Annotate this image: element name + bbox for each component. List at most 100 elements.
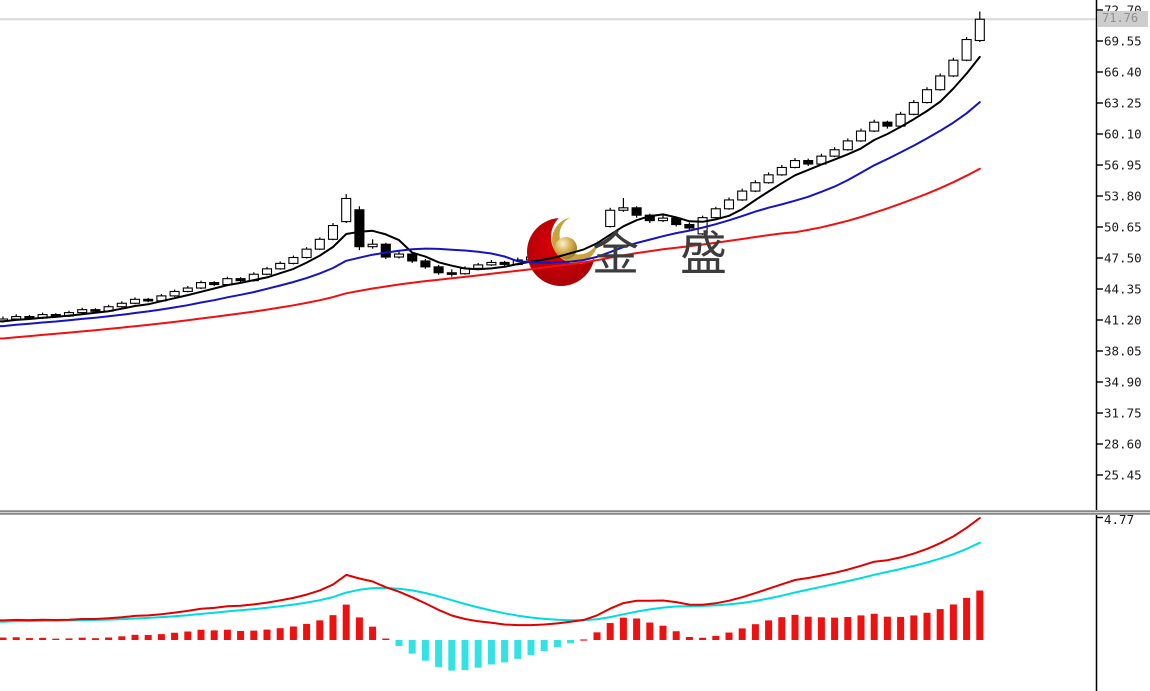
- candle-body: [882, 121, 893, 127]
- macd-histogram-bar-up: [699, 637, 707, 640]
- candle-body: [486, 261, 497, 266]
- candle-body: [605, 209, 616, 228]
- macd-histogram-bar-up: [897, 616, 905, 640]
- candle-body: [301, 248, 312, 259]
- macd-histogram-bar-down: [448, 640, 456, 671]
- candle-body: [143, 298, 154, 302]
- candle-body: [261, 268, 273, 275]
- macd-histogram-bar-down: [487, 640, 495, 665]
- current-price-badge: 71.76: [1098, 11, 1148, 27]
- candle-body: [829, 149, 840, 157]
- macd-histogram-bar-down: [474, 640, 482, 668]
- macd-histogram-bar-up: [52, 638, 60, 640]
- candle-body: [380, 243, 391, 258]
- macd-histogram-bar-up: [672, 631, 680, 640]
- macd-histogram-bar-up: [263, 629, 271, 640]
- candle-body: [473, 264, 484, 269]
- macd-histogram-bar-up: [0, 637, 7, 640]
- price-tick-label: 63.25: [1104, 96, 1142, 111]
- price-tick-label: 50.65: [1104, 220, 1142, 235]
- macd-histogram-bar-up: [751, 624, 759, 640]
- macd-histogram-bar-up: [936, 609, 944, 640]
- macd-histogram-bar-up: [659, 625, 667, 640]
- macd-histogram-bar-up: [883, 616, 891, 640]
- candle-body: [921, 89, 933, 104]
- macd-histogram-bar-up: [976, 590, 984, 640]
- macd-histogram-bar-up: [329, 615, 337, 640]
- macd-histogram-bar-down: [567, 640, 575, 644]
- brand-watermark-text: 金 盛: [592, 227, 742, 280]
- ma-line-period-5: [0, 55, 981, 323]
- price-tick-label: 53.80: [1104, 189, 1142, 204]
- macd-histogram-bar-up: [25, 638, 33, 640]
- candle-body: [750, 182, 761, 192]
- price-tick-label: 38.05: [1104, 344, 1142, 359]
- candle-body: [354, 209, 365, 248]
- candle-body: [657, 217, 669, 222]
- ma-line-period-34: [0, 167, 981, 340]
- macd-histogram-bar-up: [606, 623, 614, 640]
- macd-histogram-bar-down: [461, 640, 469, 671]
- macd-histogram-bar-up: [184, 631, 192, 640]
- macd-histogram-bar-up: [342, 604, 350, 640]
- candle-body: [842, 140, 853, 151]
- candle-body: [908, 101, 919, 115]
- indicator-pane-layer: [0, 515, 1103, 691]
- candle-body: [195, 282, 207, 289]
- macd-dif-line: [0, 517, 981, 627]
- macd-histogram-bar-up: [91, 638, 99, 640]
- candle-body: [393, 253, 405, 258]
- price-tick-label: 60.10: [1104, 127, 1142, 142]
- moving-averages-layer: [0, 55, 981, 340]
- macd-histogram-bar-up: [593, 632, 601, 640]
- macd-histogram-bar-up: [685, 636, 693, 640]
- macd-histogram-bar-up: [197, 629, 205, 640]
- macd-histogram-bar-up: [289, 626, 297, 640]
- candles-layer: [0, 11, 985, 323]
- macd-histogram-bar-up: [316, 620, 324, 640]
- candle-body: [710, 208, 721, 219]
- candle-body: [77, 309, 88, 314]
- candle-body: [11, 316, 22, 320]
- macd-histogram-bar-up: [778, 617, 786, 640]
- macd-histogram-bar-up: [725, 632, 733, 640]
- macd-histogram-bar-up: [817, 617, 825, 640]
- macd-histogram-bar-up: [250, 630, 258, 640]
- macd-histogram-bar-up: [844, 616, 852, 640]
- macd-histogram-bar-up: [276, 628, 284, 640]
- macd-histogram-bar-up: [580, 639, 588, 641]
- macd-histogram-bar-down: [421, 640, 429, 661]
- candle-body: [169, 290, 180, 297]
- macd-histogram-bar-up: [237, 631, 245, 640]
- macd-histogram-bar-up: [791, 614, 799, 640]
- price-tick-label: 69.55: [1104, 34, 1142, 49]
- macd-histogram-bar-up: [144, 635, 152, 640]
- candle-body: [235, 278, 246, 282]
- macd-histogram-bar-up: [12, 637, 20, 640]
- macd-histogram-bar-up: [369, 626, 377, 640]
- candle-body: [275, 262, 286, 270]
- price-tick-label: 28.60: [1104, 437, 1142, 452]
- pane-splitter[interactable]: [0, 510, 1150, 515]
- price-tick-label: 31.75: [1104, 406, 1142, 421]
- macd-histogram-bar-down: [527, 640, 535, 656]
- price-tick-label: 44.35: [1104, 282, 1142, 297]
- macd-histogram-bar-up: [910, 615, 918, 640]
- candle-body: [446, 272, 457, 275]
- candle-body: [182, 287, 193, 293]
- candle-body: [974, 18, 985, 42]
- candle-body: [367, 243, 378, 248]
- candle-body: [723, 199, 735, 210]
- ma-line-period-13: [0, 101, 981, 328]
- macd-histogram-bar-up: [210, 630, 218, 640]
- macd-histogram-bar-up: [105, 637, 113, 640]
- macd-histogram-bar-up: [303, 623, 311, 640]
- candle-body: [789, 160, 801, 169]
- brand-logo: [527, 210, 605, 286]
- candle-body: [737, 190, 748, 201]
- indicator-axis-label: 4.77: [1104, 512, 1135, 527]
- macd-histogram-bar-up: [923, 612, 931, 640]
- candle-body: [341, 197, 352, 223]
